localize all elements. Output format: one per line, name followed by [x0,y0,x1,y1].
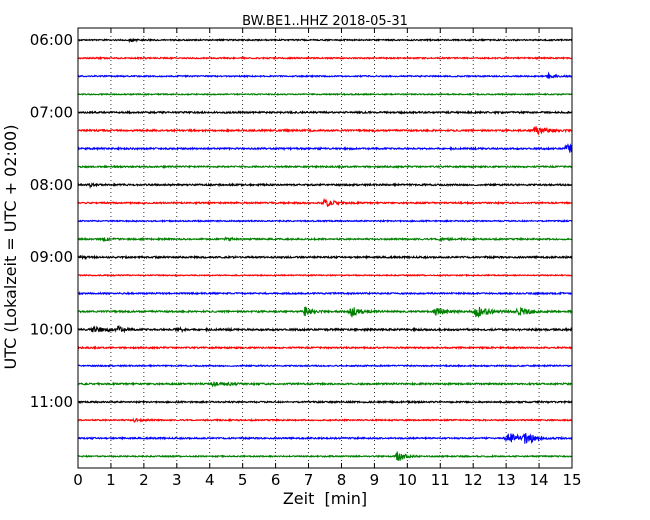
trace-0600 [77,37,573,44]
y-tick-label: 10:00 [30,321,73,339]
trace-0745 [77,164,573,170]
trace-1145 [77,451,573,461]
trace-1030 [77,363,573,368]
grid-lines [110,28,540,468]
x-tick-label: 8 [337,471,347,489]
x-tick-label: 11 [431,471,450,489]
x-tick-label: 13 [497,471,516,489]
trace-0900 [77,254,573,261]
axis-ticks [77,28,573,468]
trace-1000 [77,324,573,334]
y-tick-label: 08:00 [30,176,73,194]
x-tick-label: 6 [271,471,281,489]
y-tick-label: 11:00 [30,393,73,411]
x-tick-label: 10 [398,471,417,489]
trace-0630 [77,71,573,80]
trace-0915 [77,273,573,278]
trace-0800 [77,182,573,190]
x-axis-label: Zeit [min] [283,489,367,508]
y-axis-label: UTC (Lokalzeit = UTC + 02:00) [1,125,20,370]
trace-1115 [77,417,573,424]
trace-0730 [77,143,573,153]
y-tick-label: 09:00 [30,248,73,266]
trace-0615 [77,56,573,61]
trace-0815 [77,197,573,208]
trace-1015 [77,345,573,351]
trace-1130 [77,433,573,445]
x-tick-label: 3 [172,471,182,489]
chart-title: BW.BE1..HHZ 2018-05-31 [242,14,408,29]
trace-0715 [77,126,573,136]
x-tick-label: 14 [530,471,549,489]
trace-1045 [77,381,573,388]
y-tick-label: 06:00 [30,31,73,49]
y-tick-labels: 06:00 07:00 08:00 09:00 10:00 11:00 [30,31,73,411]
trace-lines [77,37,573,461]
x-tick-label: 9 [370,471,380,489]
trace-0845 [77,236,573,243]
y-tick-label: 07:00 [30,103,73,121]
x-tick-label: 4 [205,471,215,489]
trace-0700 [77,109,573,115]
trace-0930 [77,290,573,296]
x-tick-labels: 0 1 2 3 4 5 6 7 8 9 10 11 12 13 14 15 [73,471,581,489]
trace-0830 [77,219,573,224]
x-tick-label: 15 [562,471,581,489]
plot-frame [77,27,573,469]
trace-0945 [77,306,573,319]
x-tick-label: 12 [464,471,483,489]
x-tick-label: 2 [139,471,149,489]
x-tick-label: 1 [106,471,116,489]
x-tick-label: 7 [304,471,314,489]
trace-1100 [77,399,573,405]
x-tick-label: 0 [73,471,83,489]
trace-0645 [77,92,573,97]
x-tick-label: 5 [238,471,248,489]
